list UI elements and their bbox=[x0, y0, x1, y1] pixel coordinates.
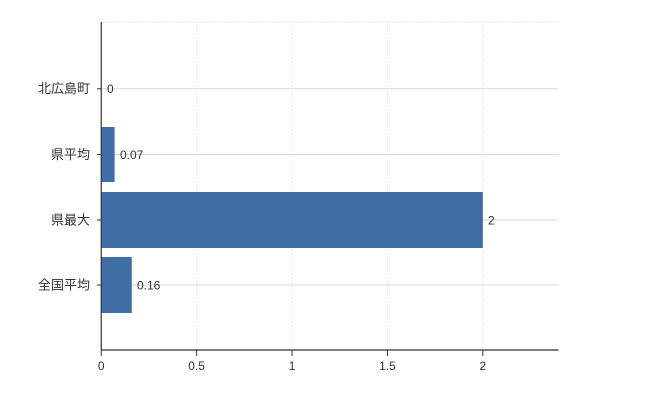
svg-text:2: 2 bbox=[480, 359, 487, 373]
svg-text:県最大: 県最大 bbox=[51, 210, 90, 229]
svg-text:0: 0 bbox=[107, 82, 114, 96]
svg-text:0: 0 bbox=[98, 359, 105, 373]
svg-text:全国平均: 全国平均 bbox=[38, 275, 90, 294]
svg-text:0.5: 0.5 bbox=[188, 359, 205, 373]
svg-text:2: 2 bbox=[488, 214, 495, 228]
svg-text:県平均: 県平均 bbox=[51, 144, 90, 163]
svg-text:1: 1 bbox=[289, 359, 296, 373]
svg-text:1.5: 1.5 bbox=[379, 359, 396, 373]
svg-text:0.07: 0.07 bbox=[120, 148, 144, 162]
svg-text:北広島町: 北広島町 bbox=[38, 78, 90, 97]
svg-text:0.16: 0.16 bbox=[137, 279, 161, 293]
